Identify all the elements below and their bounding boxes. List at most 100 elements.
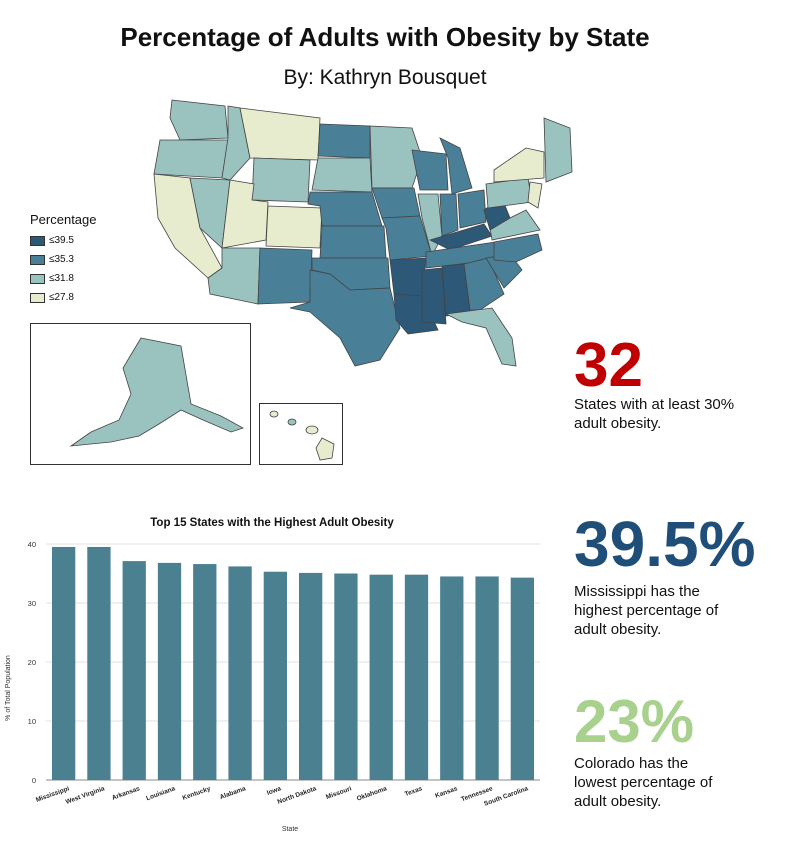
state-florida (444, 307, 517, 367)
state-alaska (69, 337, 244, 447)
alaska-svg (69, 337, 244, 447)
bar (404, 574, 429, 780)
state-colorado (265, 205, 323, 249)
obesity-bar-chart: Top 15 States with the Highest Adult Obe… (5, 517, 540, 833)
y-tick-label: 30 (28, 599, 36, 608)
y-tick-label: 0 (32, 776, 36, 785)
x-tick-label: Alabama (219, 785, 247, 801)
state-north-carolina (493, 233, 543, 263)
legend-title: Percentage (30, 212, 97, 227)
state-pennsylvania (485, 177, 533, 209)
bar (157, 562, 182, 780)
x-tick-label: West Virginia (65, 785, 106, 806)
state-mississippi (421, 267, 447, 325)
bar (510, 577, 535, 780)
bar (228, 566, 252, 780)
state-north-dakota (317, 123, 371, 159)
legend-swatch (30, 254, 45, 265)
hawaii-island-kauai (269, 410, 279, 418)
state-georgia (463, 257, 505, 311)
bar (298, 572, 323, 780)
state-texas (289, 269, 401, 367)
hawaii-island-maui (305, 425, 319, 435)
y-tick-label: 10 (28, 717, 36, 726)
state-oregon (153, 139, 229, 179)
x-tick-label: Kentucky (182, 785, 212, 802)
stat-value: 32 (574, 331, 643, 400)
legend-label: ≤39.5 (49, 235, 74, 246)
bar (369, 574, 393, 780)
legend-item: ≤39.5 (30, 231, 97, 250)
bar (440, 576, 464, 780)
map-legend: Percentage ≤39.5 ≤35.3 ≤31.8 ≤27.8 (30, 212, 97, 307)
page-subtitle: By: Kathryn Bousquet (283, 66, 487, 89)
alaska-inset (30, 323, 251, 465)
hawaii-inset (259, 403, 343, 465)
y-axis-label: % of Total Population (5, 655, 12, 721)
state-virginia (489, 209, 541, 241)
state-wisconsin (411, 149, 449, 191)
state-louisiana (393, 293, 439, 335)
state-missouri (381, 215, 433, 261)
chart-title: Top 15 States with the Highest Adult Obe… (150, 517, 394, 529)
hawaii-svg (269, 410, 335, 461)
state-arkansas (389, 257, 427, 297)
us-choropleth-map (150, 98, 580, 376)
chart-bars (51, 546, 535, 780)
x-tick-label: Missouri (325, 785, 353, 801)
state-new-jersey (527, 181, 543, 209)
legend-item: ≤27.8 (30, 288, 97, 307)
hawaii-island-big (315, 437, 335, 461)
chart-grid (46, 543, 540, 781)
stat-highest: 39.5% Mississippi has the highest percen… (574, 512, 755, 639)
legend-swatch (30, 273, 45, 284)
state-michigan (439, 137, 473, 195)
bar (475, 576, 499, 780)
x-tick-label: North Dakota (277, 785, 318, 806)
state-ohio (457, 189, 487, 229)
state-new-england (543, 117, 573, 183)
y-tick-label: 20 (28, 658, 36, 667)
state-indiana (439, 193, 459, 237)
bar (51, 546, 76, 780)
state-wyoming (251, 157, 311, 203)
stat-value: 23% (574, 688, 695, 755)
state-iowa (371, 187, 421, 219)
bar (122, 561, 146, 780)
legend-label: ≤35.3 (49, 254, 74, 265)
bar (87, 546, 111, 780)
stat-text: Mississippi has the highest percentage o… (574, 583, 719, 638)
stat-states-30: 32 States with at least 30% adult obesit… (574, 335, 744, 433)
state-new-york (493, 147, 545, 183)
state-montana (239, 107, 321, 161)
legend-item: ≤35.3 (30, 250, 97, 269)
y-axis-ticks: 0 10 20 30 40 (28, 540, 36, 785)
page-title: Percentage of Adults with Obesity by Sta… (120, 22, 650, 52)
bar (263, 571, 288, 780)
bar (334, 573, 358, 780)
x-tick-label: Kansas (434, 785, 458, 800)
x-tick-label: Iowa (266, 785, 282, 797)
x-tick-label: Oklahoma (356, 785, 388, 802)
state-kansas (319, 225, 387, 259)
state-south-dakota (311, 157, 373, 193)
stat-lowest: 23% Colorado has the lowest percentage o… (574, 692, 734, 811)
legend-swatch (30, 292, 45, 303)
legend-label: ≤31.8 (49, 273, 74, 284)
state-washington (169, 99, 229, 141)
stat-text: States with at least 30% adult obesity. (574, 396, 735, 432)
x-tick-label: Arkansas (111, 785, 141, 802)
hawaii-island-oahu (287, 418, 297, 426)
x-tick-label: Louisiana (145, 785, 176, 802)
stat-value: 39.5% (574, 508, 756, 580)
stat-text: Colorado has the lowest percentage of ad… (574, 755, 713, 810)
x-axis-label: State (282, 826, 298, 833)
us-map-svg (153, 99, 573, 367)
legend-item: ≤31.8 (30, 269, 97, 288)
x-tick-label: Texas (404, 785, 424, 798)
legend-label: ≤27.8 (49, 292, 74, 303)
y-tick-label: 40 (28, 540, 36, 549)
bar (193, 564, 217, 780)
state-new-mexico (257, 247, 313, 305)
